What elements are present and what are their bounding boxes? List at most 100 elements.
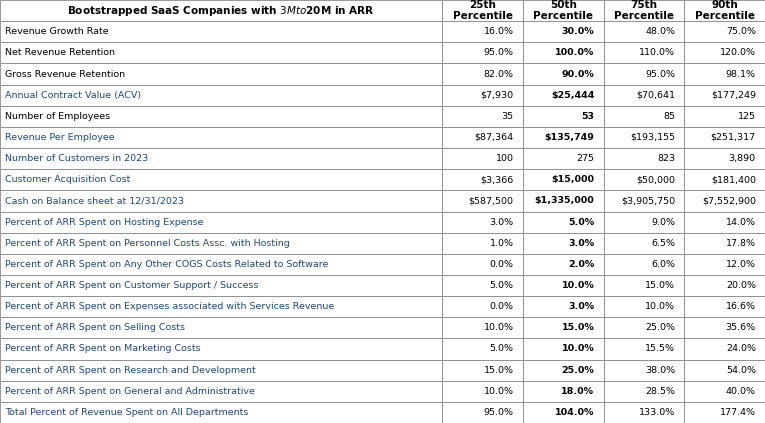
Bar xyxy=(0,338,442,360)
Bar xyxy=(522,233,604,254)
Bar xyxy=(684,402,765,423)
Bar xyxy=(0,63,442,85)
Text: 85: 85 xyxy=(663,112,675,121)
Text: Revenue Per Employee: Revenue Per Employee xyxy=(5,133,115,142)
Bar xyxy=(442,42,522,63)
Text: 5.0%: 5.0% xyxy=(568,217,594,227)
Text: $181,400: $181,400 xyxy=(711,175,756,184)
Text: 15.0%: 15.0% xyxy=(483,365,514,375)
Text: Percent of ARR Spent on Any Other COGS Costs Related to Software: Percent of ARR Spent on Any Other COGS C… xyxy=(5,260,329,269)
Bar xyxy=(604,254,684,275)
Bar xyxy=(604,233,684,254)
Text: 82.0%: 82.0% xyxy=(483,69,514,79)
Bar xyxy=(522,0,604,21)
Bar xyxy=(0,106,442,127)
Text: 25.0%: 25.0% xyxy=(645,323,675,332)
Text: $70,641: $70,641 xyxy=(636,91,675,100)
Bar xyxy=(684,212,765,233)
Text: $15,000: $15,000 xyxy=(552,175,594,184)
Text: 17.8%: 17.8% xyxy=(726,239,756,248)
Text: Percent of ARR Spent on General and Administrative: Percent of ARR Spent on General and Admi… xyxy=(5,387,256,396)
Bar xyxy=(442,402,522,423)
Bar xyxy=(442,0,522,21)
Text: $193,155: $193,155 xyxy=(630,133,675,142)
Text: 90th
Percentile: 90th Percentile xyxy=(695,0,754,22)
Bar xyxy=(0,275,442,296)
Bar xyxy=(522,169,604,190)
Bar xyxy=(442,338,522,360)
Bar xyxy=(604,85,684,106)
Text: 35.6%: 35.6% xyxy=(726,323,756,332)
Text: 10.0%: 10.0% xyxy=(645,302,675,311)
Text: Percent of ARR Spent on Selling Costs: Percent of ARR Spent on Selling Costs xyxy=(5,323,185,332)
Bar xyxy=(684,233,765,254)
Bar xyxy=(604,106,684,127)
Text: 3.0%: 3.0% xyxy=(490,217,514,227)
Bar xyxy=(684,85,765,106)
Text: 90.0%: 90.0% xyxy=(562,69,594,79)
Text: Net Revenue Retention: Net Revenue Retention xyxy=(5,48,116,58)
Bar xyxy=(604,0,684,21)
Bar xyxy=(604,360,684,381)
Bar xyxy=(442,360,522,381)
Bar xyxy=(0,254,442,275)
Text: 0.0%: 0.0% xyxy=(490,302,514,311)
Bar xyxy=(0,21,442,42)
Text: Cash on Balance sheet at 12/31/2023: Cash on Balance sheet at 12/31/2023 xyxy=(5,196,184,206)
Bar xyxy=(604,212,684,233)
Bar xyxy=(684,254,765,275)
Text: Gross Revenue Retention: Gross Revenue Retention xyxy=(5,69,125,79)
Bar xyxy=(684,21,765,42)
Text: 25.0%: 25.0% xyxy=(562,365,594,375)
Text: Percent of ARR Spent on Customer Support / Success: Percent of ARR Spent on Customer Support… xyxy=(5,281,259,290)
Text: Percent of ARR Spent on Expenses associated with Services Revenue: Percent of ARR Spent on Expenses associa… xyxy=(5,302,334,311)
Bar xyxy=(604,148,684,169)
Bar xyxy=(684,63,765,85)
Bar xyxy=(522,275,604,296)
Bar xyxy=(604,63,684,85)
Text: 95.0%: 95.0% xyxy=(483,408,514,417)
Text: 16.0%: 16.0% xyxy=(483,27,514,36)
Text: 6.5%: 6.5% xyxy=(651,239,675,248)
Bar xyxy=(522,296,604,317)
Text: $87,364: $87,364 xyxy=(474,133,514,142)
Bar xyxy=(604,42,684,63)
Bar xyxy=(684,106,765,127)
Text: Number of Customers in 2023: Number of Customers in 2023 xyxy=(5,154,148,163)
Text: $3,905,750: $3,905,750 xyxy=(621,196,675,206)
Bar xyxy=(604,169,684,190)
Bar xyxy=(442,169,522,190)
Bar xyxy=(684,148,765,169)
Bar xyxy=(522,317,604,338)
Bar xyxy=(604,381,684,402)
Text: $1,335,000: $1,335,000 xyxy=(535,196,594,206)
Bar xyxy=(522,190,604,212)
Bar xyxy=(522,63,604,85)
Bar xyxy=(522,212,604,233)
Text: $7,552,900: $7,552,900 xyxy=(702,196,756,206)
Text: 5.0%: 5.0% xyxy=(490,281,514,290)
Text: Percent of ARR Spent on Research and Development: Percent of ARR Spent on Research and Dev… xyxy=(5,365,256,375)
Text: $177,249: $177,249 xyxy=(711,91,756,100)
Bar xyxy=(0,169,442,190)
Bar xyxy=(604,127,684,148)
Bar xyxy=(522,254,604,275)
Text: 10.0%: 10.0% xyxy=(483,387,514,396)
Bar xyxy=(684,296,765,317)
Text: $135,749: $135,749 xyxy=(545,133,594,142)
Bar xyxy=(0,0,442,21)
Bar xyxy=(684,0,765,21)
Bar xyxy=(442,190,522,212)
Text: Total Percent of Revenue Spent on All Departments: Total Percent of Revenue Spent on All De… xyxy=(5,408,249,417)
Text: 53: 53 xyxy=(581,112,594,121)
Text: Number of Employees: Number of Employees xyxy=(5,112,110,121)
Bar xyxy=(442,63,522,85)
Bar xyxy=(0,85,442,106)
Text: $25,444: $25,444 xyxy=(551,91,594,100)
Text: $587,500: $587,500 xyxy=(469,196,514,206)
Bar xyxy=(0,148,442,169)
Text: 75th
Percentile: 75th Percentile xyxy=(614,0,674,22)
Bar xyxy=(0,381,442,402)
Text: 120.0%: 120.0% xyxy=(720,48,756,58)
Text: $7,930: $7,930 xyxy=(480,91,514,100)
